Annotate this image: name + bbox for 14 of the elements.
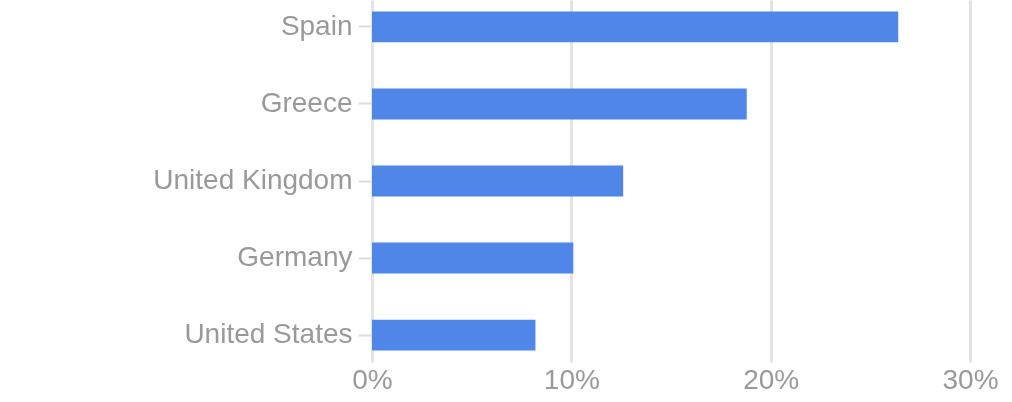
x-tick-label: 10%: [543, 363, 600, 395]
bar: [372, 11, 899, 43]
bar: [372, 319, 536, 351]
y-tick-label: United Kingdom: [153, 164, 353, 195]
bar: [372, 88, 747, 120]
x-tick-label: 30%: [942, 363, 999, 395]
x-tick-label: 0%: [352, 363, 393, 395]
y-tick-label: United States: [184, 318, 353, 350]
x-tick-label: 20%: [743, 363, 800, 395]
bar: [372, 242, 574, 274]
bar: [372, 165, 624, 197]
y-tick-label: Germany: [237, 241, 353, 273]
y-tick-label: Greece: [260, 86, 353, 118]
y-tick-label: Spain: [280, 9, 353, 41]
